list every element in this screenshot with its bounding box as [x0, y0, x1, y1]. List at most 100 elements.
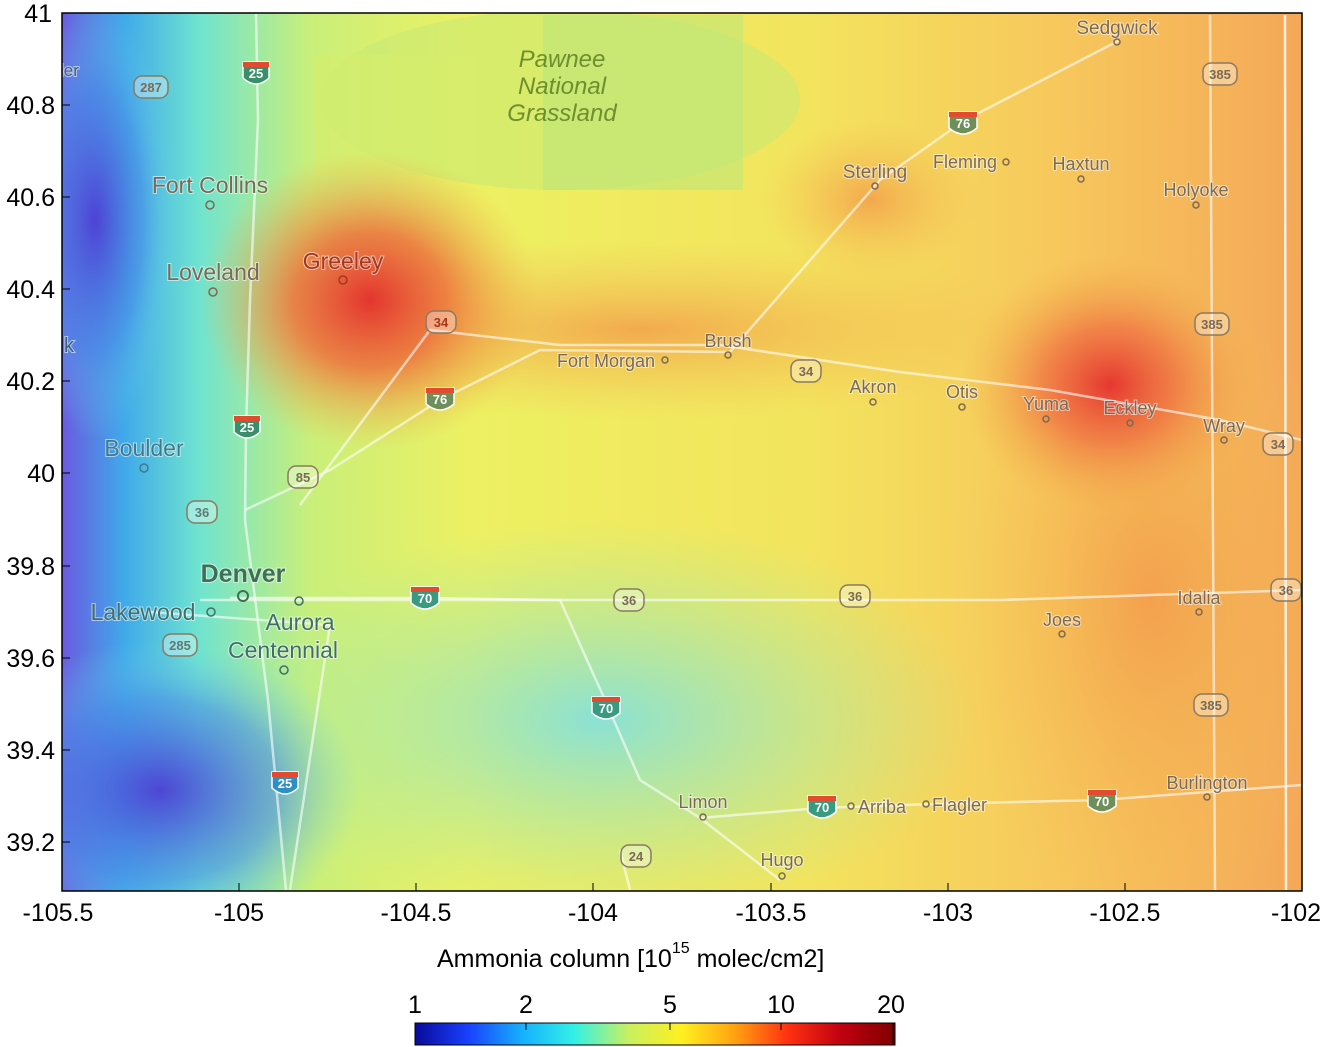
- y-tick-label: 39.4: [6, 737, 55, 765]
- colorbar-title-exponent: 15: [672, 940, 690, 957]
- y-tick-label: 40.8: [6, 92, 55, 120]
- place-wray: Wray: [1203, 416, 1245, 436]
- place-dot-yuma: [1042, 415, 1050, 423]
- shield-us34-west-label: 34: [434, 315, 449, 330]
- place-dot-flagler: [922, 800, 930, 808]
- grassland-patch: [543, 15, 743, 190]
- place-dot-eckley: [1126, 419, 1134, 427]
- y-tick-label: 40.2: [6, 368, 55, 396]
- place-dot-fleming: [1002, 158, 1010, 166]
- shield-us36-far-east: 36: [1270, 578, 1302, 602]
- shield-us34-mid-label: 34: [799, 364, 814, 379]
- place-boulder: Boulder: [104, 435, 184, 461]
- place-fleming: Fleming: [933, 152, 997, 172]
- warm-sterling: [760, 120, 980, 280]
- place-sedgwick: Sedgwick: [1076, 18, 1158, 39]
- shield-us36-west-label: 36: [195, 505, 209, 520]
- place-joes: Joes: [1043, 610, 1081, 630]
- plot-frame: [61, 12, 1303, 892]
- shield-i76-east: 76: [948, 111, 978, 135]
- place-burlington: Burlington: [1166, 773, 1247, 793]
- interstate-shields: 25 25 25 76 76: [233, 61, 1117, 819]
- us-route-shields: 287 385 385 385 34 34: [133, 62, 1302, 868]
- colorbar-title-main: Ammonia column [10: [437, 945, 672, 973]
- shield-us385-north: 385: [1202, 62, 1238, 86]
- place-dot-idalia: [1195, 608, 1203, 616]
- colorbar-tick-label: 5: [663, 991, 677, 1019]
- shield-us24: 24: [620, 844, 652, 868]
- park-label-line3: Grassland: [507, 100, 617, 127]
- place-dot-haxtun: [1077, 175, 1085, 183]
- place-dot-burlington: [1203, 793, 1211, 801]
- colorbar-title-suffix: molec/cm2]: [690, 945, 825, 973]
- hotspot-eckley: [960, 255, 1260, 515]
- shield-i70-mid-label: 70: [599, 701, 613, 716]
- place-dot-sedgwick: [1113, 38, 1121, 46]
- y-tick-label: 39.6: [6, 645, 55, 673]
- shield-us85-label: 85: [296, 470, 310, 485]
- colorbar-title: Ammonia column [1015 molec/cm2]: [437, 940, 824, 973]
- colorbar-ticks: [414, 1023, 894, 1045]
- x-tick-label: -105: [214, 899, 264, 927]
- shield-i70-east2: 70: [1087, 789, 1117, 813]
- shield-i70-east2-label: 70: [1095, 794, 1109, 809]
- place-centennial: Centennial: [228, 637, 338, 663]
- shield-i70-mid: 70: [591, 696, 621, 720]
- shield-us34-mid: 34: [790, 359, 822, 383]
- x-tick-label: -105.5: [23, 899, 94, 927]
- y-tick-label: 39.8: [6, 553, 55, 581]
- colorbar-tick-label: 1: [408, 991, 422, 1019]
- x-tick-label: -103: [923, 899, 973, 927]
- place-dot-limon: [699, 813, 707, 821]
- x-tick-label: -104: [568, 899, 618, 927]
- x-tick-label: -102.5: [1090, 899, 1161, 927]
- place-dot-greeley: [338, 275, 348, 285]
- place-limon: Limon: [678, 792, 727, 812]
- shield-us385-south-label: 385: [1200, 698, 1222, 713]
- shield-i25-north-label: 25: [249, 66, 263, 81]
- cold-southwest-region: [62, 640, 360, 891]
- place-fort-morgan: Fort Morgan: [557, 351, 655, 371]
- place-sterling: Sterling: [843, 162, 907, 183]
- place-dot-otis: [958, 403, 966, 411]
- shield-i70-west-label: 70: [418, 591, 432, 606]
- place-loveland: Loveland: [166, 259, 259, 285]
- shield-i70-east1-label: 70: [815, 800, 829, 815]
- place-dot-aurora: [294, 596, 304, 606]
- shield-i76-west: 76: [425, 387, 455, 411]
- shield-us36-mid: 36: [613, 588, 645, 612]
- shield-us34-east-label: 34: [1271, 437, 1286, 452]
- colorbar-gradient: [414, 1022, 896, 1046]
- y-axis: [62, 12, 70, 843]
- place-dot-brush: [724, 351, 732, 359]
- place-eckley: Eckley: [1103, 398, 1156, 418]
- colorbar-tick-label: 20: [877, 991, 905, 1019]
- shield-us36-east: 36: [839, 584, 871, 608]
- place-dot-denver: [237, 590, 249, 602]
- shield-us34-west: 34: [425, 310, 457, 334]
- place-flagler: Flagler: [932, 795, 987, 815]
- shield-us34-east: 34: [1262, 432, 1294, 456]
- x-tick-label: -102: [1271, 899, 1321, 927]
- y-tick-labels: 41 40.8 40.6 40.4 40.2 40 39.8 39.6 39.4…: [6, 0, 55, 857]
- x-tick-label: -104.5: [381, 899, 452, 927]
- shield-us85: 85: [287, 465, 319, 489]
- place-dot-arriba: [847, 802, 855, 810]
- place-edge-k: k: [64, 335, 75, 357]
- shield-i25-mid-label: 25: [240, 420, 254, 435]
- shield-us36-east-label: 36: [848, 589, 862, 604]
- place-denver: Denver: [201, 560, 286, 588]
- place-dot-centennial: [279, 665, 289, 675]
- y-tick-label: 41: [24, 0, 52, 28]
- place-dot-boulder: [139, 463, 149, 473]
- shield-i76-west-label: 76: [433, 392, 447, 407]
- hotspot-greeley: [200, 150, 540, 450]
- shield-us287-label: 287: [140, 80, 162, 95]
- place-akron: Akron: [849, 377, 896, 397]
- shield-us36-mid-label: 36: [622, 593, 636, 608]
- place-dot-sterling: [871, 182, 879, 190]
- map-plot-area: Pawnee National Grassland Sedgwick Fort …: [62, 13, 1302, 891]
- colorbar-tick-label: 2: [519, 991, 533, 1019]
- shield-us285-label: 285: [169, 638, 191, 653]
- y-tick-label: 40: [27, 460, 55, 488]
